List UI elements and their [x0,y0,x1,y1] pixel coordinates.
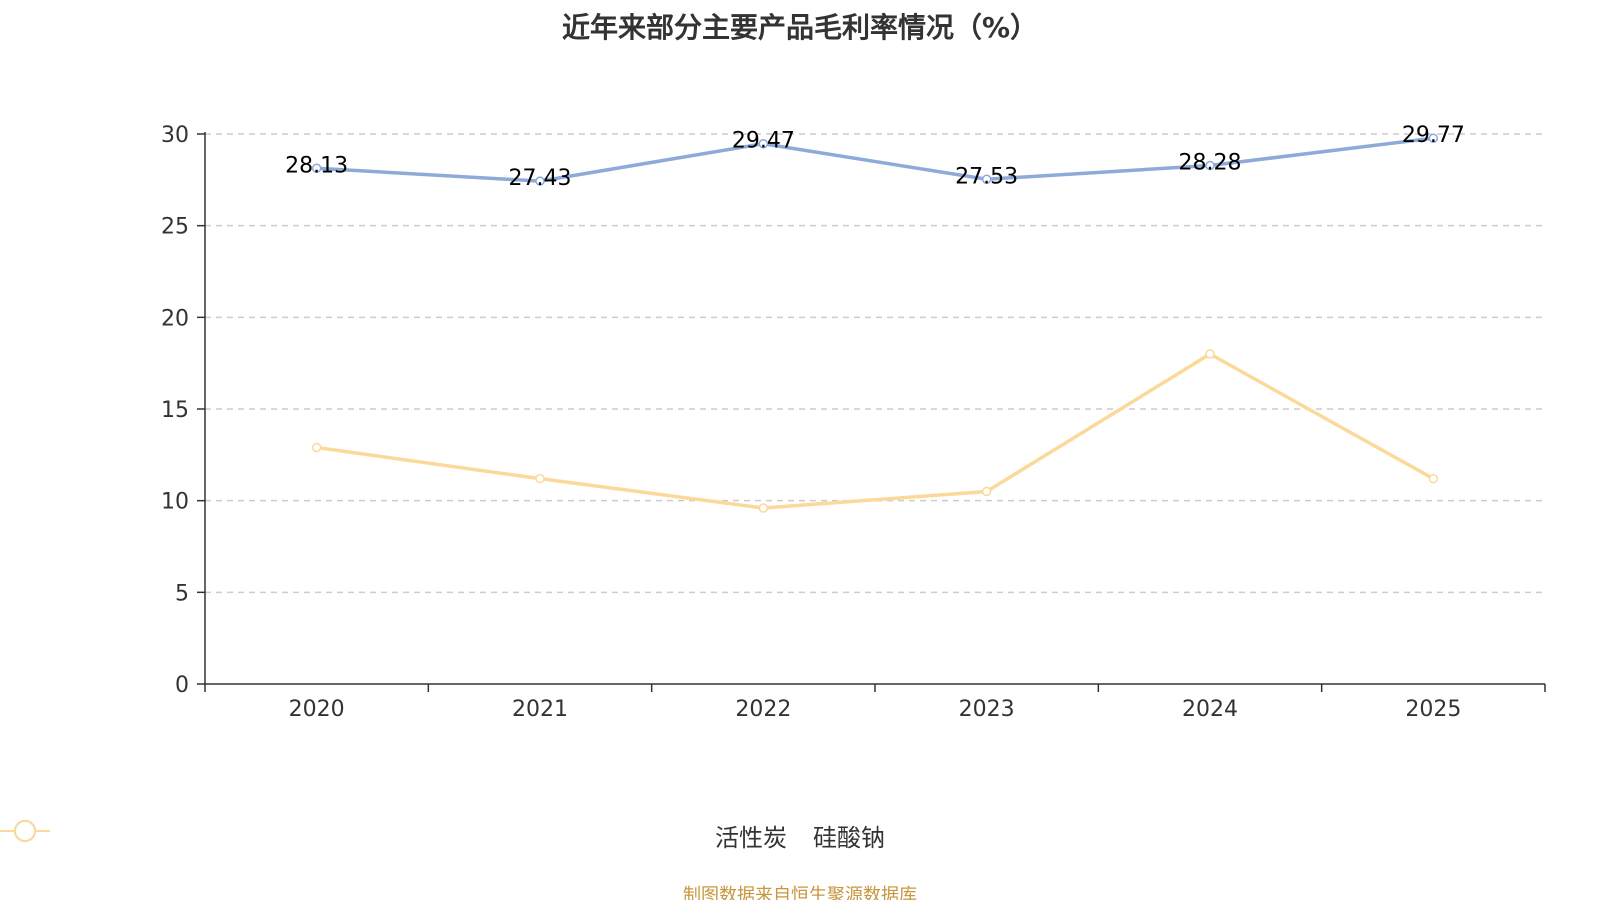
data-point-1-2020[interactable] [311,442,322,453]
data-label-0-2025: 29.77 [1402,123,1465,148]
y-tick-label-15: 15 [161,398,189,423]
data-point-1-2025[interactable] [1428,473,1439,484]
legend-item-sodium-silicate[interactable]: 硅酸钠 [0,818,885,853]
data-label-0-2020: 28.13 [285,153,348,178]
data-label-0-2021: 27.43 [509,166,572,191]
y-tick-label-20: 20 [161,306,189,331]
y-tick-label-30: 30 [161,123,189,148]
data-point-1-2024[interactable] [1205,349,1215,359]
legend-item-activated-carbon[interactable]: 活性炭 [0,818,787,853]
data-point-1-2022[interactable] [758,503,769,513]
data-point-0-2021[interactable] [535,176,545,186]
y-tick-label-5: 5 [175,581,189,606]
data-label-0-2022: 29.47 [732,129,795,154]
data-point-0-2024[interactable] [1205,160,1215,171]
series-line-1 [316,352,1435,510]
chart-title: 近年来部分主要产品毛利率情况（%） [561,11,1039,44]
legend-label-sodium-silicate: 硅酸钠 [813,824,885,852]
y-tick-label-0: 0 [175,673,189,698]
x-tick-label-2023: 2023 [959,697,1015,722]
legend-label-activated-carbon: 活性炭 [715,824,787,852]
x-tick-label-2024: 2024 [1182,697,1238,722]
data-point-1-2023[interactable] [981,486,992,497]
legend: 活性炭 硅酸钠 [0,818,1600,853]
source-note: 制图数据来自恒生聚源数据库 [683,885,917,900]
x-tick-label-2021: 2021 [512,697,568,722]
data-label-0-2024: 28.28 [1179,151,1242,176]
legend-marker-sodium-silicate [0,820,50,842]
y-tick-label-10: 10 [161,490,189,515]
data-point-0-2022[interactable] [758,138,769,149]
data-point-0-2025[interactable] [1428,133,1439,143]
data-point-0-2020[interactable] [311,163,322,174]
x-tick-label-2020: 2020 [289,697,345,722]
series-line-0 [316,136,1434,183]
data-point-1-2021[interactable] [535,473,545,484]
y-tick-label-25: 25 [161,215,189,240]
x-tick-label-2022: 2022 [735,697,791,722]
x-tick-label-2025: 2025 [1405,697,1461,722]
data-label-0-2023: 27.53 [955,164,1018,189]
data-point-0-2023[interactable] [981,174,992,185]
